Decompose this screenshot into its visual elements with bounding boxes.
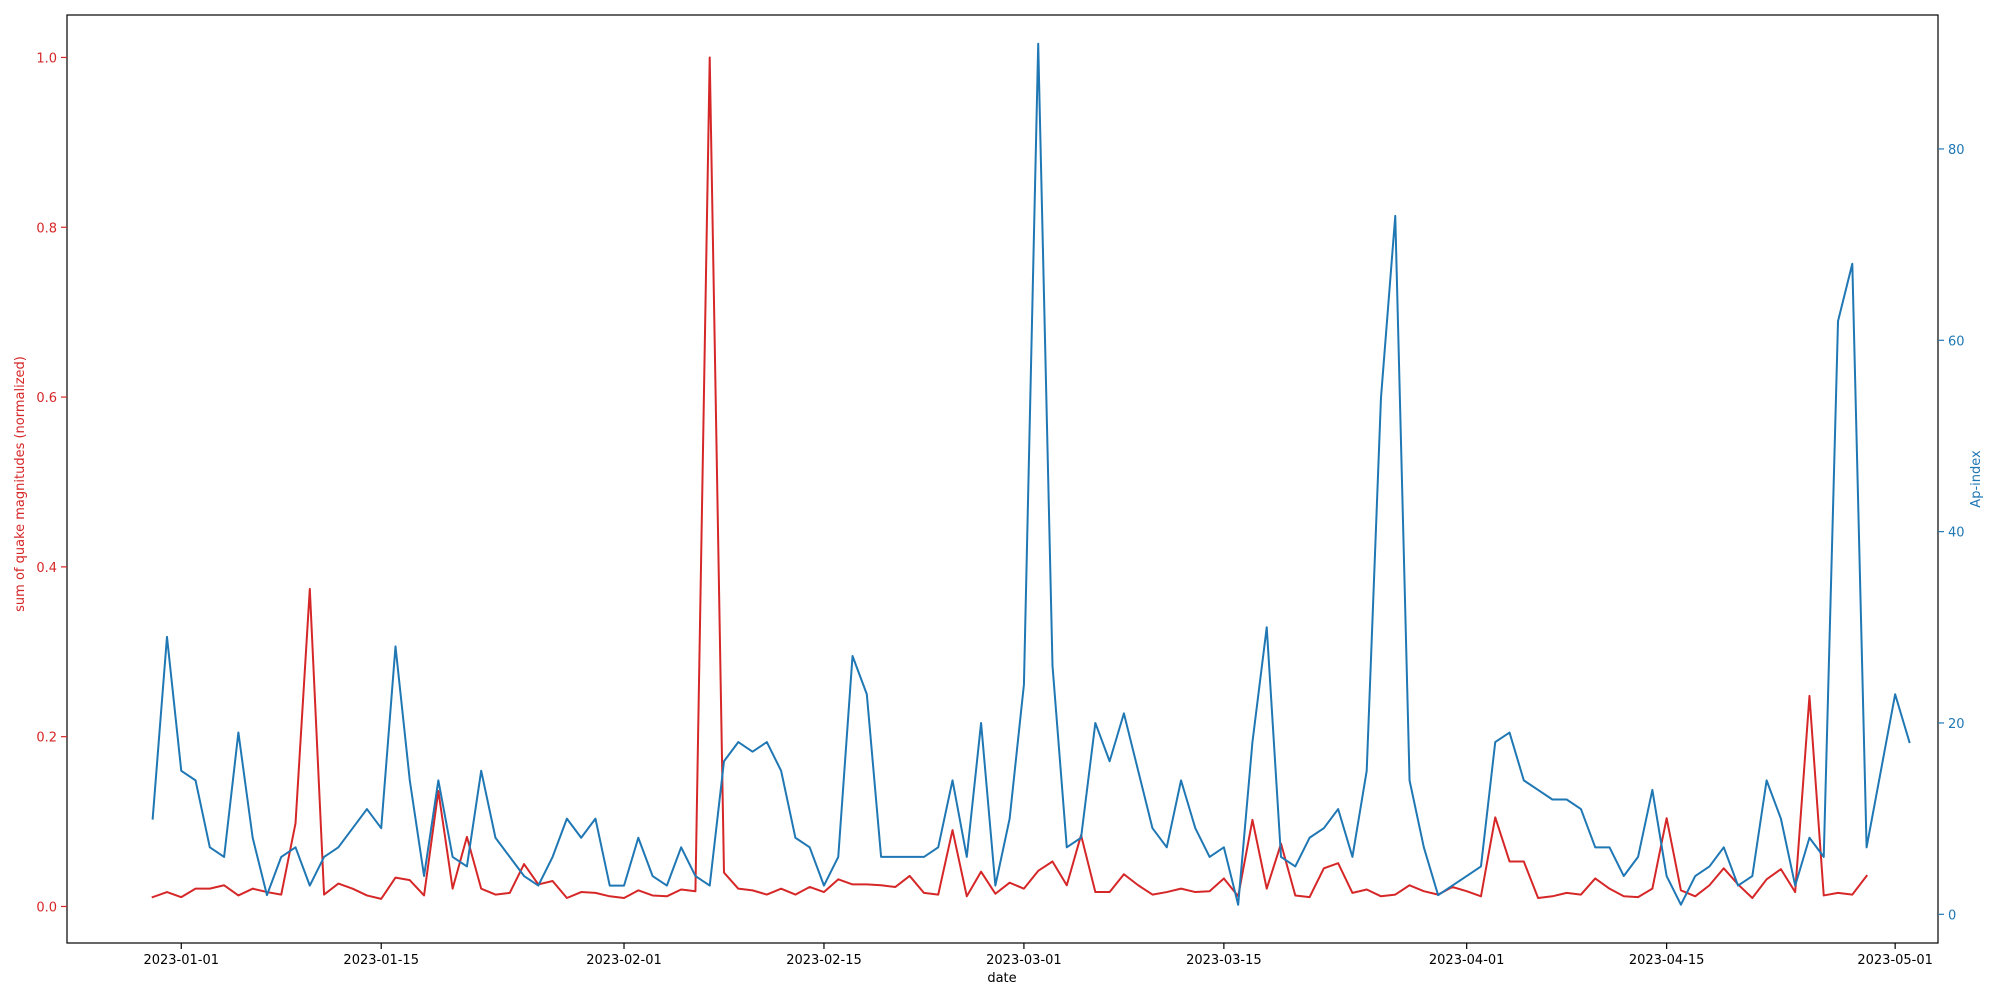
x-tick-label: 2023-03-15 [1186,953,1262,968]
y-tick-label-left: 0.2 [36,731,57,746]
plot-frame [66,14,1939,944]
x-axis-label: date [987,971,1016,986]
y-tick-label-right: 80 [1948,143,1965,158]
y-tick-label-right: 0 [1948,908,1956,923]
x-tick-label: 2023-01-15 [343,953,419,968]
x-tick-label: 2023-01-01 [143,953,219,968]
x-tick-label: 2023-02-15 [786,953,862,968]
y-tick-label-left: 0.0 [36,900,57,915]
y-tick-label-right: 20 [1948,717,1965,732]
y-tick-label-left: 0.4 [36,561,57,576]
x-tick-label: 2023-03-01 [986,953,1062,968]
y-axis-label-right: Ap-index [1969,450,1984,508]
y-tick-label-right: 40 [1948,526,1965,541]
y-tick-label-left: 0.8 [36,221,57,236]
x-tick-label: 2023-04-15 [1629,953,1705,968]
x-tick-label: 2023-04-01 [1429,953,1505,968]
quake-magnitude-series-line [151,56,1868,900]
y-tick-label-left: 0.6 [36,391,57,406]
y-axis-label-left: sum of quake magnitudes (normalized) [13,356,28,612]
x-tick-label: 2023-05-01 [1857,953,1933,968]
y-tick-label-left: 1.0 [36,51,57,66]
chart-axes: 2023-01-01 2023-01-15 2023-02-01 2023-02-15… [36,14,1965,968]
chart-marks [151,42,1911,906]
ap-index-series-line [151,42,1911,906]
y-tick-label-right: 60 [1948,334,1965,349]
x-tick-label: 2023-02-01 [586,953,662,968]
